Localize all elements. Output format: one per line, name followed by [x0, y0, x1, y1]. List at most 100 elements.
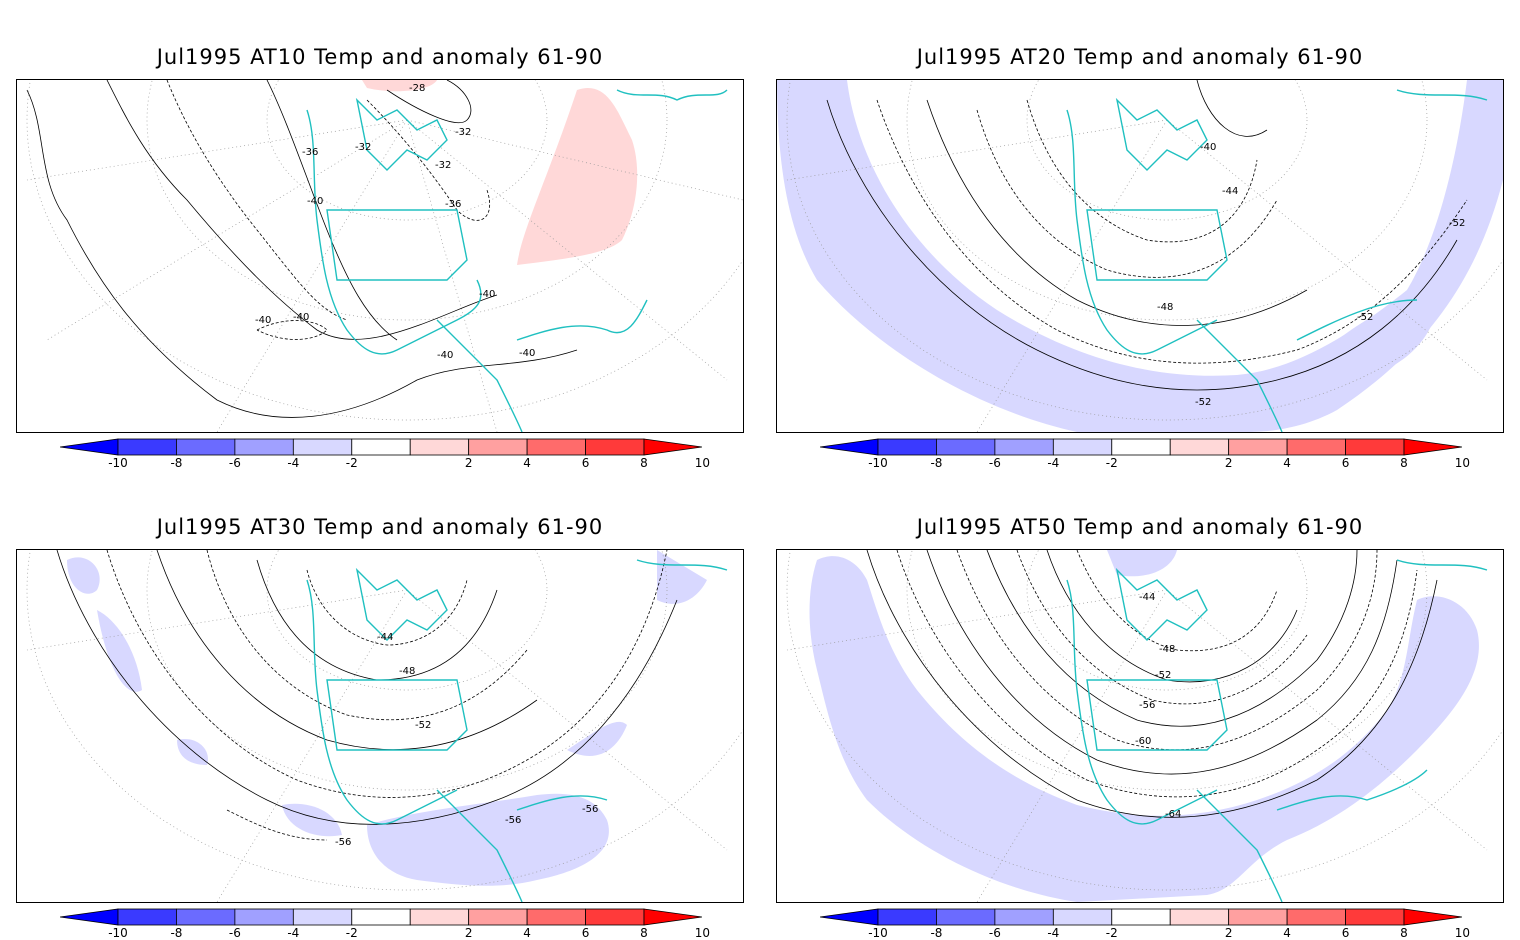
contour-label: -48: [399, 666, 415, 677]
negative-anomaly-region: [977, 670, 1057, 721]
colorbar-box: [468, 908, 528, 926]
colorbar-tick-label: 2: [464, 456, 473, 470]
colorbar-tick-label: -10: [108, 456, 128, 470]
colorbar-tick-label: 4: [1283, 926, 1291, 940]
colorbar-tick-label: -2: [1105, 456, 1118, 470]
colorbar-box: [994, 438, 1054, 456]
contour-label: -60: [1135, 736, 1151, 747]
colorbar-tick-label: 2: [464, 926, 473, 940]
contour-label: -44: [377, 632, 393, 643]
colorbar-box: [1052, 438, 1113, 456]
colorbar-tick-label: -6: [228, 926, 241, 940]
colorbar-tick-label: 2: [1224, 456, 1233, 470]
colorbar-box: [526, 438, 586, 456]
colorbar-tick-label: 6: [1341, 926, 1350, 940]
contour-label: -52: [1195, 397, 1211, 408]
colorbar-tick-label: -8: [930, 926, 943, 940]
contour-label: -44: [1222, 186, 1238, 197]
contour-label: -52: [1155, 670, 1171, 681]
panel-at30: Jul1995 AT30 Temp and anomaly 61-90: [0, 470, 760, 940]
colorbar-box: [468, 438, 528, 456]
panel-title: Jul1995 AT20 Temp and anomaly 61-90: [916, 45, 1364, 69]
colorbar-tick-label: 10: [694, 926, 711, 940]
map-svg: -28 -32 -36 -32 -32 -36 -40 -40 -40 -40 …: [26, 80, 743, 432]
panel-title: Jul1995 AT30 Temp and anomaly 61-90: [156, 515, 604, 539]
colorbar-box: [1111, 908, 1171, 926]
negative-anomaly-region: [657, 550, 707, 604]
colorbar-tick-label: -10: [868, 926, 888, 940]
colorbar: -10 -8 -6 -4 -2 2 4 6 8 10: [60, 908, 710, 940]
contour-label: -44: [1139, 592, 1155, 603]
colorbar-box: [292, 438, 353, 456]
colorbar-box: [994, 908, 1054, 926]
colorbar: -10 -8 -6 -4 -2 2 4 6 8 10: [60, 438, 710, 474]
map-frame: -28 -32 -36 -32 -32 -36 -40 -40 -40 -40 …: [16, 79, 744, 433]
colorbar: -10 -8 -6 -4 -2 2 4 6 8 10: [820, 908, 1470, 940]
contour-label: -56: [582, 804, 598, 815]
colorbar-tick-label: 10: [1454, 926, 1471, 940]
panel-title: Jul1995 AT10 Temp and anomaly 61-90: [156, 45, 604, 69]
colorbar-tick-label: -8: [170, 926, 183, 940]
colorbar: -10 -8 -6 -4 -2 2 4 6 8 10: [820, 438, 1470, 474]
panel-title: Jul1995 AT50 Temp and anomaly 61-90: [916, 515, 1364, 539]
negative-anomaly-region: [777, 80, 1503, 432]
negative-anomaly-region: [97, 610, 142, 692]
contour-label: -40: [437, 350, 453, 361]
contour-label: -28: [409, 83, 425, 94]
colorbar-arrow-low: [60, 438, 119, 456]
panel-at50: Jul1995 AT50 Temp and anomaly 61-90: [760, 470, 1520, 940]
colorbar-svg: [820, 908, 1462, 926]
contour-label: -36: [302, 147, 318, 158]
colorbar-box: [176, 438, 236, 456]
colorbar-tick-label: -4: [1047, 926, 1060, 940]
colorbar-tick-label: 8: [1400, 926, 1408, 940]
colorbar-tick-label: -2: [345, 926, 358, 940]
colorbar-box: [117, 438, 177, 456]
colorbar-arrow-low: [60, 908, 119, 926]
colorbar-box: [234, 908, 294, 926]
contour-labels: -40 -44 -48 -52 -52 -52: [1157, 142, 1465, 408]
negative-anomaly-region: [809, 556, 1479, 902]
colorbar-box: [1286, 438, 1346, 456]
colorbar-box: [877, 438, 937, 456]
contour-label: -40: [479, 289, 495, 300]
colorbar-box: [1169, 908, 1230, 926]
colorbar-tick-label: -6: [228, 456, 241, 470]
colorbar-box: [1345, 908, 1405, 926]
colorbar-tick-label: 4: [1283, 456, 1291, 470]
colorbar-box: [585, 908, 645, 926]
colorbar-tick-label: -8: [930, 456, 943, 470]
colorbar-tick-label: -6: [988, 926, 1001, 940]
negative-anomaly-region: [1107, 550, 1177, 577]
colorbar-box: [234, 438, 294, 456]
colorbar-box: [409, 908, 470, 926]
map-frame: -40 -44 -48 -52 -52 -52: [776, 79, 1504, 433]
colorbar-box: [877, 908, 937, 926]
colorbar-tick-label: 6: [581, 456, 590, 470]
colorbar-arrow-high: [1403, 908, 1462, 926]
colorbar-svg: [60, 438, 702, 456]
map-svg: -44 -48 -52 -56 -56 -56: [26, 550, 743, 902]
colorbar-tick-label: 4: [523, 926, 531, 940]
map-frame: -44 -48 -52 -56 -60 -64: [776, 549, 1504, 903]
colorbar-tick-label: 8: [640, 456, 648, 470]
colorbar-box: [936, 438, 996, 456]
colorbar-tick-label: -2: [345, 456, 358, 470]
contour-label: -40: [293, 312, 309, 323]
colorbar-arrow-low: [820, 908, 879, 926]
colorbar-tick-label: 8: [640, 926, 648, 940]
contour-label: -52: [1357, 312, 1373, 323]
contour-label: -64: [1165, 809, 1181, 820]
contour-labels: -44 -48 -52 -56 -60 -64: [1135, 592, 1181, 820]
contour-label: -32: [435, 160, 451, 171]
colorbar-tick-label: 10: [694, 456, 711, 470]
contour-label: -40: [255, 315, 271, 326]
colorbar-box: [176, 908, 236, 926]
colorbar-box: [351, 908, 411, 926]
negative-anomaly-region: [282, 803, 342, 837]
negative-anomaly-region: [367, 793, 609, 886]
colorbar-box: [117, 908, 177, 926]
contour-label: -56: [1139, 700, 1155, 711]
colorbar-svg: [60, 908, 702, 926]
colorbar-tick-label: -6: [988, 456, 1001, 470]
